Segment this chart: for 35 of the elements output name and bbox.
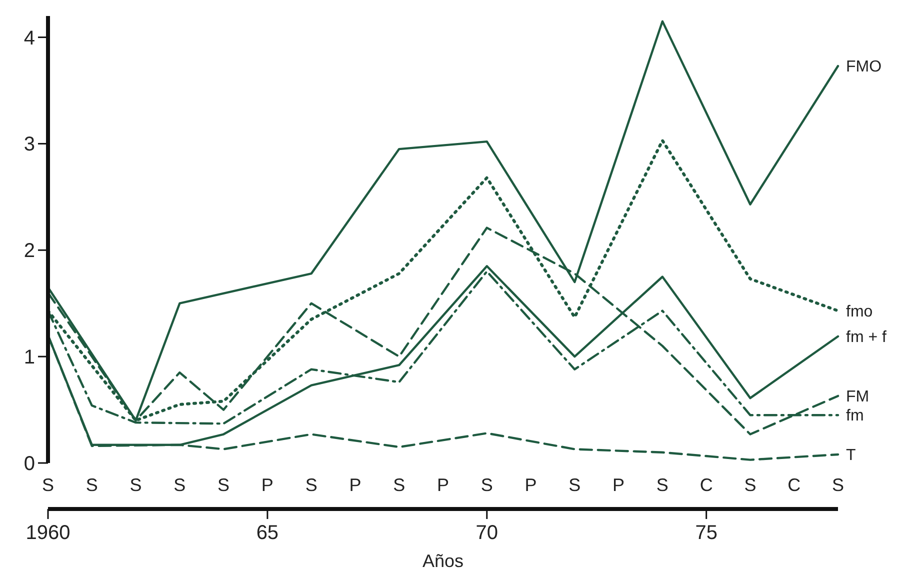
text: S bbox=[130, 475, 142, 495]
series-label: fm + f bbox=[846, 328, 888, 346]
text: S bbox=[174, 475, 186, 495]
text: S bbox=[42, 475, 54, 495]
text: S bbox=[393, 475, 406, 495]
text: S bbox=[832, 475, 844, 495]
text: P bbox=[436, 475, 450, 495]
series-label: FM bbox=[846, 388, 870, 406]
text: P bbox=[524, 475, 537, 495]
y-tick-label: 1 bbox=[24, 346, 35, 369]
series-label: T bbox=[846, 447, 856, 464]
text: S bbox=[305, 475, 318, 495]
text: S bbox=[218, 475, 230, 495]
series-label: fmo bbox=[846, 303, 873, 320]
x-tick-label: 70 bbox=[476, 522, 498, 544]
text: S bbox=[656, 475, 668, 495]
text: S bbox=[568, 475, 581, 495]
text: P bbox=[261, 475, 274, 495]
text: C bbox=[788, 475, 801, 495]
text: C bbox=[700, 475, 713, 495]
text: P bbox=[349, 475, 362, 495]
text: S bbox=[480, 475, 493, 495]
text: S bbox=[744, 475, 756, 495]
x-tick-label: 1960 bbox=[26, 522, 70, 544]
y-tick-label: 4 bbox=[24, 27, 35, 50]
x-tick-label: 65 bbox=[256, 522, 279, 544]
text: S bbox=[86, 475, 98, 495]
y-tick-label: 3 bbox=[24, 134, 35, 156]
y-tick-label: 0 bbox=[24, 453, 35, 475]
y-tick-label: 2 bbox=[24, 240, 35, 262]
x-axis-title: Años bbox=[422, 551, 464, 571]
text: P bbox=[612, 475, 625, 495]
x-tick-label: 75 bbox=[695, 522, 718, 544]
series-label: FMO bbox=[846, 58, 882, 76]
series-label: fm bbox=[846, 408, 864, 425]
